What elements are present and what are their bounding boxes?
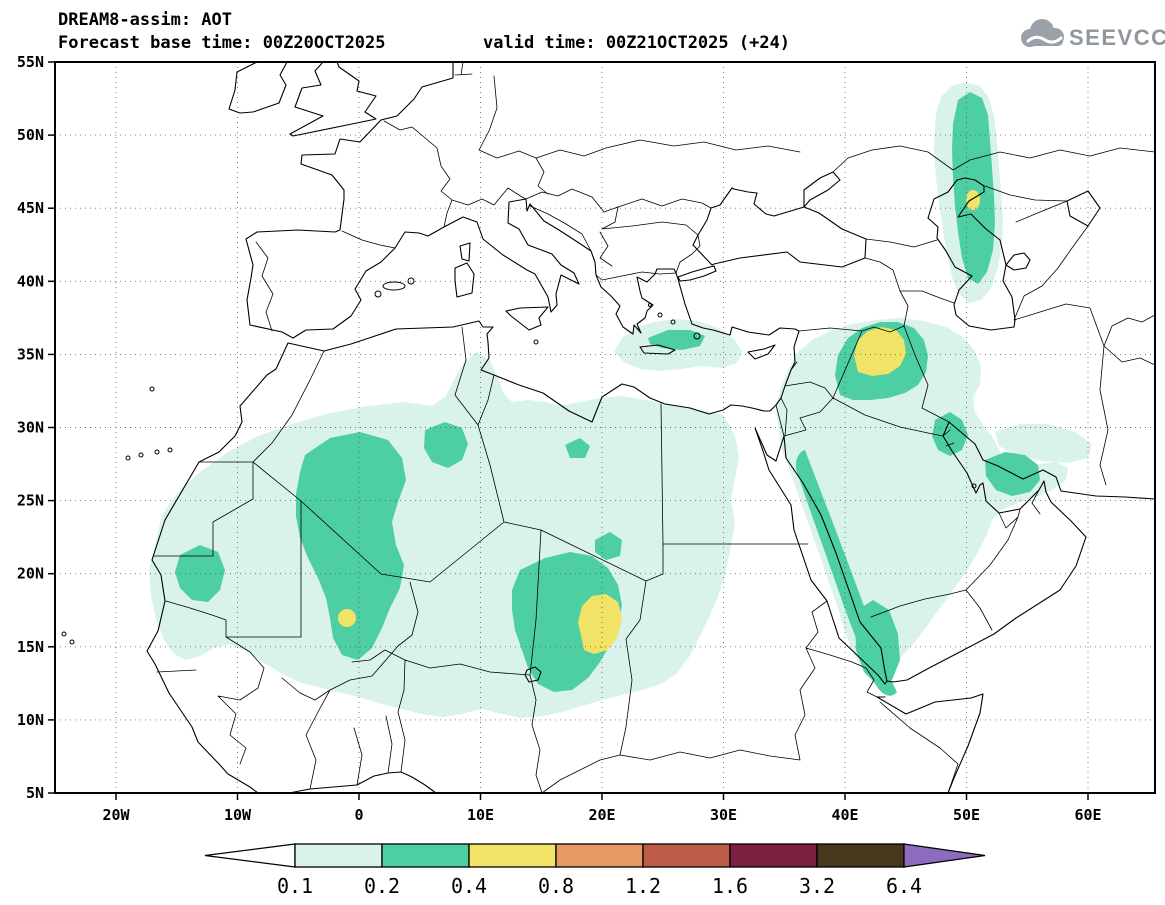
coastlines: [61, 61, 1156, 794]
x-tick-label: 60E: [1074, 806, 1101, 824]
country-borders: [153, 61, 1156, 794]
x-tick-label: 30E: [710, 806, 737, 824]
y-tick-label: 55N: [17, 53, 44, 71]
small-islands: [61, 277, 977, 645]
x-tick-label: 20E: [588, 806, 615, 824]
colorbar-level-label: 0.4: [451, 874, 487, 898]
colorbar-level-label: 0.8: [538, 874, 574, 898]
colorbar: 0.1 0.2 0.4 0.8 1.2 1.6 3.2 6.4: [204, 843, 986, 898]
x-tick-label: 10W: [224, 806, 252, 824]
colorbar-level-label: 1.6: [712, 874, 748, 898]
logo-text: SEEVCCC: [1069, 25, 1165, 50]
x-tick-label: 20W: [102, 806, 130, 824]
colorbar-segment: [816, 843, 905, 868]
colorbar-segment: [294, 843, 383, 868]
y-tick-label: 10N: [17, 711, 44, 729]
seevccc-logo: SEEVCCC: [1021, 19, 1165, 50]
y-axis: 55N 50N 45N 40N 35N 30N 25N 20N 15N 10N 5N: [17, 53, 55, 802]
y-tick-label: 35N: [17, 345, 44, 363]
valid-time: valid time: 00Z21OCT2025 (+24): [483, 33, 790, 53]
page-title: DREAM8-assim: AOT: [58, 10, 232, 30]
x-tick-label: 10E: [467, 806, 494, 824]
x-tick-label: 0: [354, 806, 363, 824]
cloud-icon: [1021, 19, 1064, 47]
colorbar-segment: [729, 843, 818, 868]
x-tick-label: 40E: [831, 806, 858, 824]
x-tick-label: 50E: [953, 806, 980, 824]
y-tick-label: 25N: [17, 492, 44, 510]
colorbar-level-label: 0.2: [364, 874, 400, 898]
y-tick-label: 45N: [17, 199, 44, 217]
y-tick-label: 15N: [17, 638, 44, 656]
colorbar-segment: [642, 843, 731, 868]
y-tick-label: 5N: [26, 784, 44, 802]
colorbar-level-label: 0.1: [277, 874, 313, 898]
x-axis: 20W 10W 0 10E 20E 30E 40E 50E 60E: [102, 793, 1102, 824]
forecast-base-time: Forecast base time: 00Z20OCT2025: [58, 33, 386, 53]
y-tick-label: 40N: [17, 272, 44, 290]
colorbar-arrow-left: [204, 843, 296, 868]
colorbar-segment: [468, 843, 557, 868]
colorbar-segment: [555, 843, 644, 868]
colorbar-level-label: 1.2: [625, 874, 661, 898]
colorbar-level-label: 3.2: [799, 874, 835, 898]
colorbar-level-label: 6.4: [886, 874, 922, 898]
y-tick-label: 30N: [17, 419, 44, 437]
colorbar-segment: [381, 843, 470, 868]
colorbar-arrow-right: [903, 843, 986, 868]
y-tick-label: 20N: [17, 565, 44, 583]
y-tick-label: 50N: [17, 126, 44, 144]
aot-fill-level-0.4-0.8: [338, 190, 980, 654]
